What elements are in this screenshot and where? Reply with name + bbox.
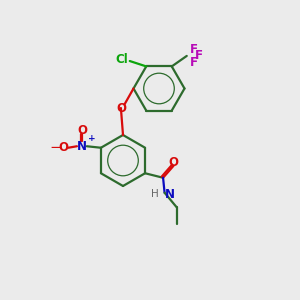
Text: Cl: Cl: [115, 53, 128, 66]
Text: O: O: [116, 101, 126, 115]
Text: F: F: [190, 43, 198, 56]
Text: F: F: [190, 56, 198, 69]
Text: F: F: [195, 50, 203, 62]
Text: O: O: [169, 156, 178, 169]
Text: N: N: [77, 140, 87, 153]
Text: O: O: [77, 124, 87, 137]
Text: H: H: [151, 189, 159, 199]
Text: O: O: [59, 141, 69, 154]
Text: N: N: [165, 188, 175, 201]
Text: −: −: [50, 140, 63, 155]
Text: +: +: [88, 134, 95, 143]
